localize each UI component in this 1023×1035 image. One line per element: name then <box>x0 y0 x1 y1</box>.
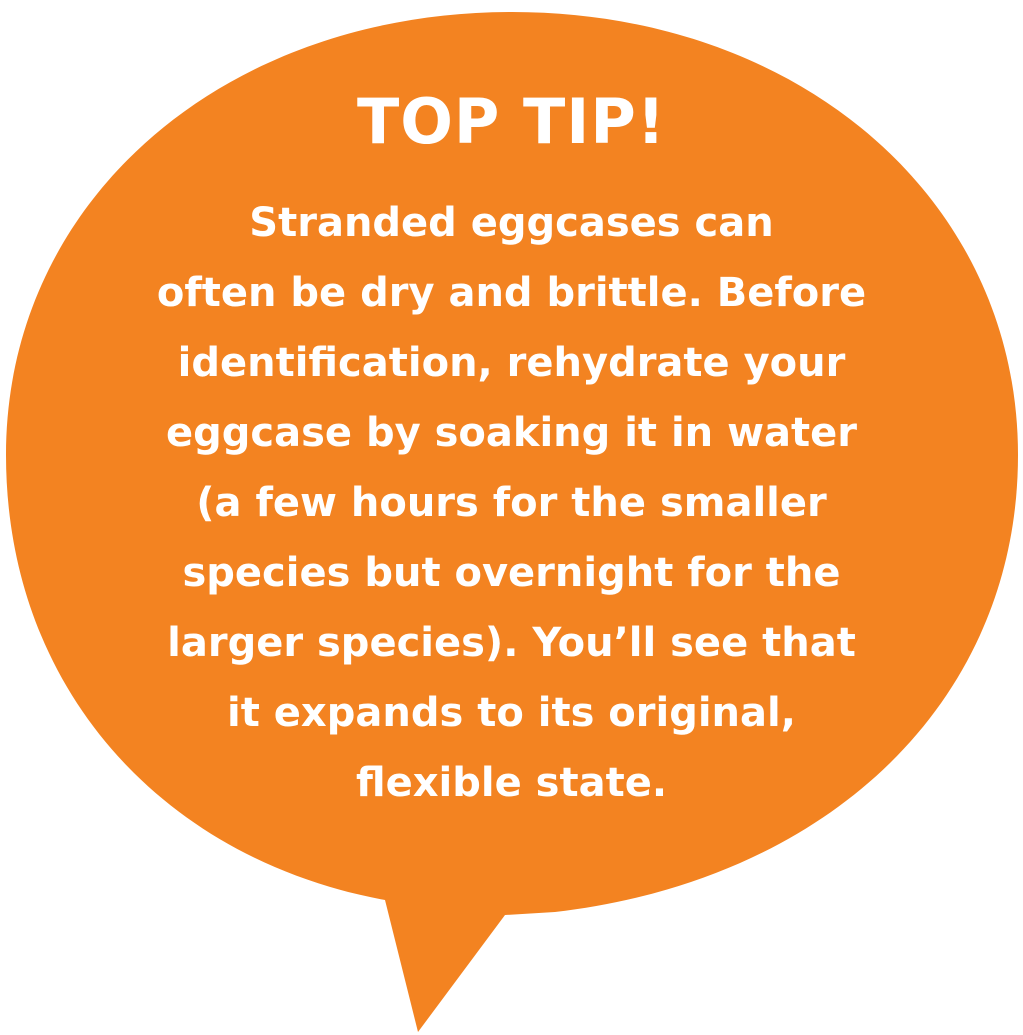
tip-body: Stranded eggcases can often be dry and b… <box>60 188 963 818</box>
tip-line: Stranded eggcases can <box>249 200 774 246</box>
tip-title: TOP TIP! <box>356 85 667 158</box>
tip-line: often be dry and brittle. Before <box>156 270 867 316</box>
tip-line: identification, rehydrate your <box>177 340 846 386</box>
tip-line: larger species). You’ll see that <box>167 620 856 666</box>
tip-line: species but overnight for the <box>182 550 841 596</box>
tip-line: (a few hours for the smaller <box>196 480 827 526</box>
speech-bubble-body <box>6 12 1018 1032</box>
tip-line: eggcase by soaking it in water <box>165 410 857 456</box>
tip-line: flexible state. <box>355 760 668 806</box>
tip-line: it expands to its original, <box>227 690 796 736</box>
